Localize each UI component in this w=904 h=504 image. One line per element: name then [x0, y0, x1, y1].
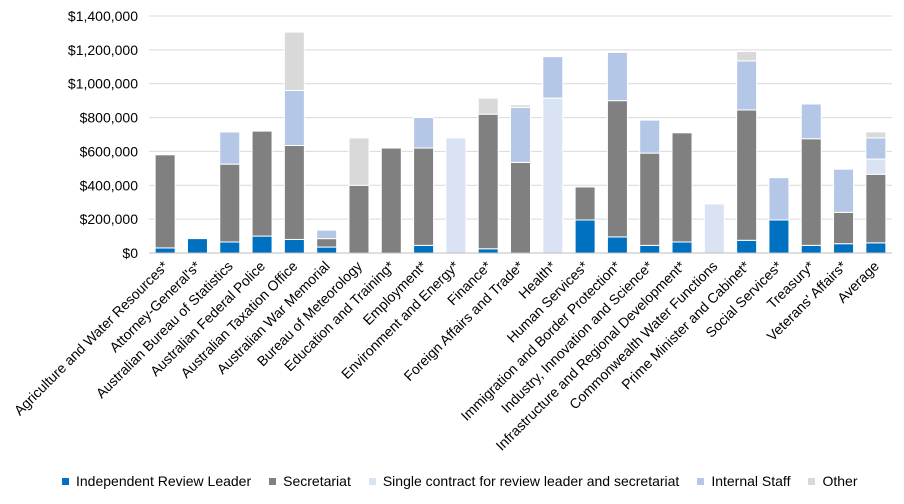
- legend-label: Secretariat: [283, 473, 351, 489]
- x-tick-label: Australian Bureau of Statistics: [93, 258, 236, 401]
- bar-segment: [865, 242, 887, 254]
- bar-segment: [639, 244, 661, 254]
- bar-segment: [510, 161, 531, 254]
- bar-segment: [348, 137, 370, 186]
- y-tick-label: $800,000: [80, 110, 139, 126]
- y-tick-label: $1,200,000: [68, 42, 138, 58]
- bar-segment: [833, 243, 855, 254]
- y-tick-label: $1,400,000: [68, 8, 138, 24]
- y-tick-label: $200,000: [80, 211, 139, 227]
- bar-segment: [510, 106, 531, 163]
- bar-segment: [154, 247, 176, 254]
- y-tick-label: $600,000: [80, 143, 139, 159]
- bar-segment: [380, 147, 402, 254]
- legend-label: Independent Review Leader: [76, 473, 252, 489]
- bar-segment: [413, 147, 435, 246]
- y-tick-label: $400,000: [80, 177, 139, 193]
- bar-segment: [316, 246, 338, 254]
- bar-segment: [639, 119, 661, 154]
- legend-item: Independent Review Leader: [62, 473, 251, 489]
- bar-segment: [736, 51, 758, 62]
- bar-segment: [542, 97, 564, 254]
- bar-segment: [736, 109, 758, 241]
- bar-segment: [606, 100, 628, 238]
- bar-segment: [477, 97, 499, 115]
- legend-label: Internal Staff: [711, 473, 791, 489]
- bar-segment: [606, 51, 628, 102]
- bar-segment: [477, 113, 499, 250]
- bar-segment: [800, 103, 822, 140]
- bar-segment: [606, 236, 628, 254]
- bar-segment: [800, 244, 822, 254]
- bar-segment: [865, 137, 887, 160]
- legend-swatch: [368, 477, 376, 485]
- bar-segment: [542, 56, 564, 99]
- bar-segment: [736, 239, 758, 254]
- y-tick-label: $1,000,000: [68, 76, 138, 92]
- legend-swatch: [269, 477, 277, 485]
- legend-swatch: [62, 477, 69, 485]
- bar-segment: [800, 138, 822, 246]
- bar-segment: [768, 219, 790, 254]
- bar-segment: [736, 60, 758, 111]
- bar-segment: [219, 241, 241, 254]
- bar-segment: [316, 229, 338, 240]
- legend-item: Other: [808, 473, 857, 489]
- bar-segment: [154, 154, 176, 249]
- bar-segment: [671, 241, 693, 254]
- bar-segment: [865, 158, 887, 175]
- legend-swatch: [697, 477, 705, 485]
- bar-segment: [413, 117, 435, 149]
- bar-segment: [219, 163, 241, 243]
- bar-segment: [348, 184, 370, 254]
- bar-segment: [283, 31, 305, 91]
- bar-segment: [316, 238, 338, 248]
- bar-segment: [283, 145, 305, 240]
- bar-segment: [510, 104, 531, 108]
- legend-swatch: [808, 477, 816, 485]
- bar-segment: [703, 203, 725, 254]
- bar-segment: [219, 131, 241, 165]
- bar-segment: [413, 244, 435, 254]
- bar-segment: [833, 168, 855, 213]
- bar-segment: [251, 130, 273, 237]
- bar-segment: [574, 186, 596, 221]
- bar-segment: [833, 211, 855, 245]
- bar-segment: [283, 238, 305, 254]
- bar-segment: [865, 173, 887, 244]
- bar-segment: [574, 219, 596, 254]
- bar-segment: [186, 238, 208, 254]
- legend-label: Other: [822, 473, 858, 489]
- bar-segment: [283, 89, 305, 147]
- legend-item: Internal Staff: [697, 473, 790, 489]
- legend-label: Single contract for review leader and se…: [382, 473, 680, 489]
- bar-segment: [639, 152, 661, 246]
- bar-segment: [865, 131, 887, 139]
- bar-segment: [445, 137, 467, 254]
- bars: [154, 31, 887, 254]
- bar-segment: [251, 235, 273, 254]
- legend-item: Secretariat: [269, 473, 351, 489]
- bar-segment: [768, 177, 790, 221]
- y-tick-label: $0: [122, 245, 138, 261]
- legend-item: Single contract for review leader and se…: [368, 473, 680, 489]
- bar-segment: [477, 248, 499, 254]
- bar-segment: [671, 132, 693, 243]
- legend: Independent Review Leader Secretariat Sing…: [62, 470, 875, 492]
